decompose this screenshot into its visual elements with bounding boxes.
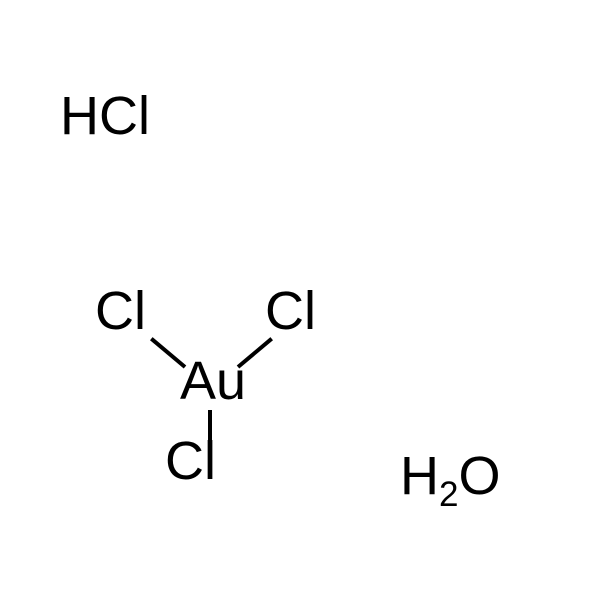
label-h2o: H2O [400, 445, 501, 507]
label-au: Au [180, 350, 246, 412]
chemical-diagram: HCl Au Cl Cl Cl H2O [0, 0, 600, 600]
bond-au-cl-bottom [208, 410, 212, 440]
label-hcl: HCl [60, 85, 150, 147]
label-cl-right: Cl [265, 280, 316, 342]
label-cl-left: Cl [95, 280, 146, 342]
